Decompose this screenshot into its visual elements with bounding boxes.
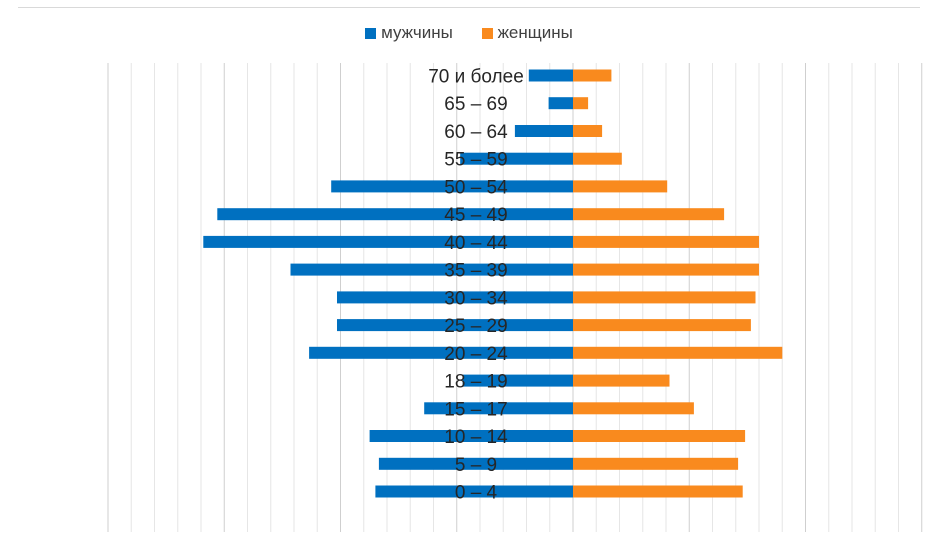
bar-men-12 [460,152,573,165]
category-label-8: 35 – 39 [444,261,507,282]
legend-item-men: мужчины [365,23,453,43]
category-label-0: 0 – 4 [455,483,498,504]
category-label-2: 10 – 14 [444,427,508,448]
category-label-14: 65 – 69 [444,94,507,115]
category-label-12: 55 – 59 [444,150,507,171]
bar-women-15 [573,69,612,82]
bar-women-1 [573,457,739,470]
legend-item-women: женщины [481,22,573,43]
bar-men-15 [528,69,573,82]
legend-label-men: мужчины [381,22,453,42]
bar-women-13 [573,125,603,137]
category-labels: 0 – 4 5 – 9 10 – 14 15 – 17 18 – 19 20 – 24 25… [428,67,524,504]
bar-men-5 [309,346,573,359]
bar-men-1 [378,457,573,470]
bar-men-0 [375,485,573,498]
category-label-13: 60 – 64 [444,122,508,143]
bar-men-6 [337,319,573,332]
category-label-10: 45 – 49 [444,205,507,226]
bar-women-2 [573,430,746,442]
bar-women-11 [573,180,668,193]
bar-men-3 [424,402,573,415]
bar-women-10 [573,208,725,221]
bar-men-2 [369,430,573,442]
bar-women-5 [573,346,783,359]
category-label-6: 25 – 29 [444,316,507,337]
bar-men-14 [548,97,573,110]
category-label-3: 15 – 17 [444,399,507,420]
bar-women-3 [573,402,694,415]
legend-label-women: женщины [497,22,573,42]
bar-men-9 [203,235,574,248]
category-label-15: 70 и более [428,67,524,88]
bar-men-4 [462,374,573,387]
legend-swatch-women [481,27,493,39]
bar-men-7 [337,291,573,304]
legend: мужчины женщины [0,22,938,43]
bars [203,69,783,498]
top-divider [18,7,920,8]
category-label-7: 30 – 34 [444,288,508,309]
bar-men-10 [217,208,574,221]
bar-women-4 [573,374,670,387]
category-label-11: 50 – 54 [444,177,508,198]
category-label-4: 18 – 19 [444,372,507,393]
bar-women-12 [573,152,622,165]
bar-women-7 [573,291,756,304]
bar-women-0 [573,485,743,498]
bar-women-9 [573,235,759,248]
legend-swatch-men [365,27,377,39]
bar-women-14 [573,97,589,110]
bar-men-8 [290,263,573,276]
bar-men-13 [514,125,573,137]
bar-women-6 [573,319,751,332]
bar-women-8 [573,263,759,276]
bar-men-11 [331,180,573,193]
category-label-1: 5 – 9 [455,455,497,476]
category-label-9: 40 – 44 [444,233,508,254]
category-label-5: 20 – 24 [444,344,508,365]
